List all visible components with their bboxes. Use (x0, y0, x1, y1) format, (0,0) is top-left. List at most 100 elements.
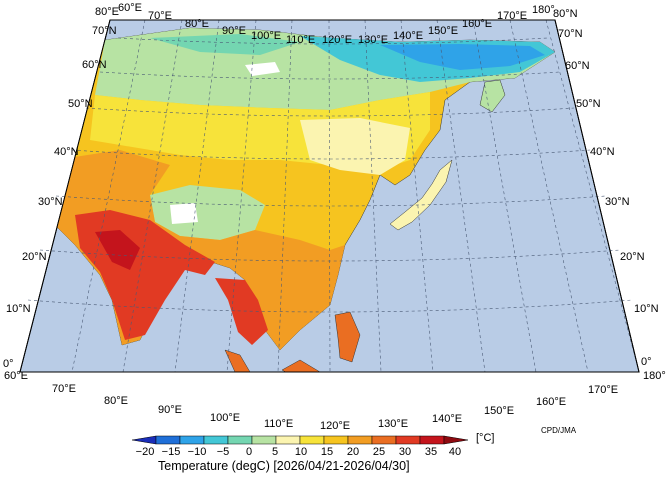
colorbar-swatch (227, 435, 253, 445)
longitude-line (509, 19, 589, 373)
longitude-line (174, 19, 220, 373)
colorbar-tick-7: 15 (320, 446, 334, 458)
colorbar-title: Temperature (degC) [2026/04/21-2026/04/3… (158, 459, 410, 473)
colorbar-tick-1: −15 (161, 446, 181, 458)
lon-label-bottom-3: 90°E (158, 404, 182, 416)
longitude-line (364, 19, 382, 373)
colorbar-swatch (251, 435, 277, 445)
colorbar-tick-11: 35 (424, 446, 438, 458)
longitude-line (400, 19, 434, 373)
colorbar-swatch (203, 435, 229, 445)
colorbar-swatch (371, 435, 397, 445)
lat-label-left-1: 60°N (82, 59, 107, 71)
lon-label-bottom-0: 60°E (4, 370, 28, 382)
colorbar-tick-8: 20 (346, 446, 360, 458)
lon-label-top-0: 80°E (95, 6, 119, 18)
philippines (334, 311, 361, 363)
colorbar-tick-12: 40 (448, 446, 462, 458)
lon-label-top-5: 100°E (251, 30, 282, 42)
longitude-line (226, 19, 257, 373)
lon-label-bottom-1: 70°E (52, 383, 76, 395)
latitude-line (71, 149, 591, 160)
colorbar-swatch (347, 435, 373, 445)
lon-label-top-6: 110°E (286, 34, 316, 46)
japan (389, 159, 453, 231)
lon-label-bottom-11: 170°E (588, 384, 619, 396)
lat-label-right-1: 70°N (558, 28, 583, 40)
tibetan-plateau (150, 185, 265, 240)
lat-label-left-3: 40°N (54, 146, 79, 158)
east-asia-mild (300, 118, 410, 175)
colorbar-swatch (179, 435, 205, 445)
colorbar-tick-6: 10 (294, 446, 308, 458)
lon-label-top-1: 60°E (118, 2, 142, 14)
lat-label-right-3: 50°N (576, 98, 601, 110)
colorbar-tick-2: −10 (187, 446, 207, 458)
colorbar-swatch (443, 435, 469, 445)
sumatra (224, 349, 251, 372)
lon-label-bottom-12: 180° (643, 370, 666, 382)
longitude-line (277, 19, 293, 373)
lon-label-top-8: 130°E (358, 34, 389, 46)
lat-label-right-4: 40°N (590, 146, 615, 158)
borneo (281, 359, 321, 372)
colorbar-tick-9: 25 (372, 446, 386, 458)
colorbar-swatch (299, 435, 325, 445)
lon-label-bottom-8: 140°E (432, 413, 463, 425)
colorbar-swatch (275, 435, 301, 445)
colorbar-swatch (131, 435, 157, 445)
lon-label-bottom-6: 120°E (320, 420, 351, 432)
lon-label-bottom-2: 80°E (104, 395, 128, 407)
lon-label-top-3: 80°E (185, 18, 209, 30)
colorbar-unit: [°C] (476, 432, 495, 444)
latitude-line (85, 107, 575, 117)
lat-label-right-5: 30°N (605, 196, 630, 208)
latitude-line (99, 71, 561, 80)
longitude-line (545, 19, 640, 373)
lon-label-top-9: 140°E (393, 30, 424, 42)
lat-label-left-7: 0° (3, 358, 14, 370)
lat-label-right-7: 10°N (634, 303, 659, 315)
graticule (19, 19, 640, 373)
lat-label-right-8: 0° (641, 356, 652, 368)
lon-label-bottom-5: 110°E (264, 418, 294, 430)
longitude-line (436, 19, 486, 373)
lon-label-top-10: 150°E (428, 25, 459, 37)
lon-label-bottom-10: 160°E (536, 396, 567, 408)
lon-label-top-2: 70°E (148, 10, 172, 22)
lon-label-top-13: 180° (532, 4, 555, 16)
lat-label-left-4: 30°N (38, 196, 63, 208)
colorbar-tick-4: 0 (245, 446, 253, 458)
lon-label-top-7: 120°E (322, 34, 353, 46)
colorbar-tick-0: −20 (135, 446, 155, 458)
kamchatka (479, 79, 506, 113)
colorbar-swatch (395, 435, 421, 445)
credit-label: CPD/JMA (541, 426, 577, 435)
colorbar-swatch (323, 435, 349, 445)
tibet-snow (170, 203, 198, 224)
lon-label-bottom-4: 100°E (210, 412, 241, 424)
colorbar-tick-3: −5 (216, 446, 230, 458)
cold-patch-west (150, 34, 300, 55)
latitude-line (39, 249, 621, 262)
colorbar-tick-5: 5 (271, 446, 279, 458)
lat-label-left-2: 50°N (68, 98, 93, 110)
lon-label-bottom-7: 130°E (378, 418, 409, 430)
india-core (95, 230, 140, 270)
lat-label-right-6: 20°N (620, 251, 645, 263)
colorbar-tick-10: 30 (398, 446, 412, 458)
lon-label-top-12: 170°E (497, 10, 528, 22)
lat-label-left-0: 70°N (92, 25, 117, 37)
lon-label-top-4: 90°E (222, 25, 246, 37)
snow-patch-north (245, 62, 280, 76)
colorbar-swatch (419, 435, 445, 445)
longitude-line (328, 19, 331, 373)
latitude-line (117, 37, 549, 45)
indochina-hot (215, 278, 268, 345)
colorbar (131, 435, 469, 445)
arctic-deep-band (380, 44, 545, 70)
lon-label-top-11: 160°E (462, 18, 493, 30)
lat-label-left-6: 10°N (6, 303, 31, 315)
lon-label-bottom-9: 150°E (484, 405, 515, 417)
